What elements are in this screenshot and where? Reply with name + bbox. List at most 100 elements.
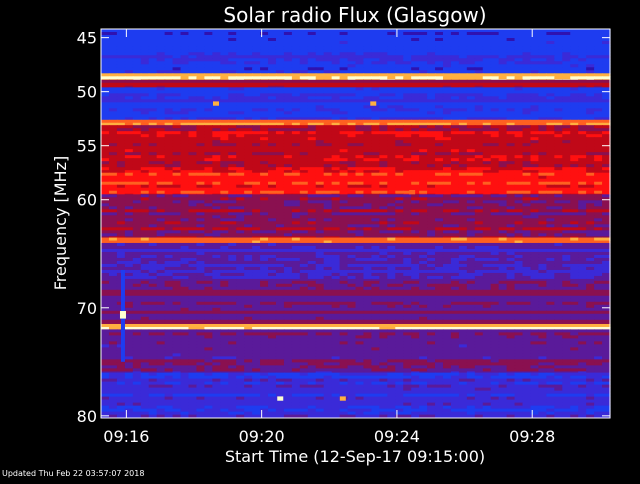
heatmap-cell xyxy=(260,120,269,123)
heatmap-cell xyxy=(204,52,213,55)
heatmap-cell xyxy=(570,111,579,114)
heatmap-cell xyxy=(363,114,372,117)
heatmap-cell xyxy=(212,170,221,173)
heatmap-cell xyxy=(507,194,516,197)
heatmap-cell xyxy=(348,123,357,126)
heatmap-cell xyxy=(292,46,301,49)
heatmap-cell xyxy=(101,200,110,203)
heatmap-cell xyxy=(149,209,158,212)
heatmap-cell xyxy=(149,188,158,191)
heatmap-cell xyxy=(196,161,205,164)
heatmap-cell xyxy=(141,123,150,126)
heatmap-cell xyxy=(125,49,134,52)
heatmap-cell xyxy=(530,105,539,108)
heatmap-cell xyxy=(348,49,357,52)
heatmap-cell xyxy=(554,114,563,117)
heatmap-cell xyxy=(220,93,229,96)
heatmap-cell xyxy=(459,212,468,215)
heatmap-cell xyxy=(578,209,587,212)
heatmap-cell xyxy=(427,87,436,90)
heatmap-cell xyxy=(523,212,532,215)
heatmap-cell xyxy=(204,134,213,137)
heatmap-cell xyxy=(348,35,357,38)
heatmap-cell xyxy=(348,155,357,158)
heatmap-cell xyxy=(546,140,555,143)
heatmap-cell xyxy=(594,102,603,105)
heatmap-cell xyxy=(507,197,516,200)
heatmap-cell xyxy=(499,55,508,58)
heatmap-cell xyxy=(348,128,357,131)
heatmap-cell xyxy=(196,120,205,123)
heatmap-cell xyxy=(316,227,325,230)
heatmap-cell xyxy=(538,200,547,203)
heatmap-cell xyxy=(483,218,492,221)
heatmap-cell xyxy=(467,143,476,146)
heatmap-cell xyxy=(316,73,325,76)
heatmap-cell xyxy=(220,55,229,58)
heatmap-cell xyxy=(515,212,524,215)
heatmap-cell xyxy=(499,191,508,194)
heatmap-cell xyxy=(284,176,293,179)
heatmap-cell xyxy=(348,230,357,233)
heatmap-cell xyxy=(133,152,142,155)
heatmap-cell xyxy=(475,238,484,241)
heatmap-cell xyxy=(363,67,372,70)
heatmap-cell xyxy=(451,102,460,105)
heatmap-cell xyxy=(459,96,468,99)
heatmap-cell xyxy=(356,167,365,170)
heatmap-cell xyxy=(443,52,452,55)
heatmap-cell xyxy=(141,93,150,96)
heatmap-cell xyxy=(284,152,293,155)
heatmap-cell xyxy=(546,134,555,137)
heatmap-cell xyxy=(411,67,420,70)
heatmap-cell xyxy=(252,120,261,123)
heatmap-cell xyxy=(499,212,508,215)
heatmap-cell xyxy=(356,212,365,215)
heatmap-cell xyxy=(411,90,420,93)
heatmap-cell xyxy=(268,167,277,170)
heatmap-cell xyxy=(419,29,428,32)
heatmap-cell xyxy=(228,83,237,86)
heatmap-cell xyxy=(141,188,150,191)
heatmap-cell xyxy=(157,58,166,61)
heatmap-cell xyxy=(356,215,365,218)
heatmap-cell xyxy=(181,179,190,182)
heatmap-cell xyxy=(363,188,372,191)
heatmap-cell xyxy=(316,105,325,108)
heatmap-cell xyxy=(538,158,547,161)
heatmap-cell xyxy=(204,96,213,99)
heatmap-cell xyxy=(475,209,484,212)
heatmap-cell xyxy=(276,61,285,64)
heatmap-cell xyxy=(554,243,563,246)
heatmap-cell xyxy=(220,52,229,55)
heatmap-cell xyxy=(157,218,166,221)
heatmap-cell xyxy=(411,125,420,128)
heatmap-cell xyxy=(562,29,571,32)
heatmap-cell xyxy=(292,137,301,140)
heatmap-cell xyxy=(499,90,508,93)
heatmap-cell xyxy=(165,212,174,215)
heatmap-cell xyxy=(379,38,388,41)
heatmap-cell xyxy=(196,80,205,83)
heatmap-cell xyxy=(157,41,166,44)
heatmap-cell xyxy=(260,108,269,111)
heatmap-cell xyxy=(340,206,349,209)
heatmap-cell xyxy=(507,212,516,215)
heatmap-cell xyxy=(292,164,301,167)
heatmap-cell xyxy=(228,170,237,173)
heatmap-cell xyxy=(515,185,524,188)
heatmap-cell xyxy=(308,55,317,58)
heatmap-cell xyxy=(578,46,587,49)
heatmap-cell xyxy=(562,83,571,86)
heatmap-cell xyxy=(204,188,213,191)
heatmap-cell xyxy=(483,55,492,58)
heatmap-cell xyxy=(387,224,396,227)
heatmap-cell xyxy=(204,70,213,73)
heatmap-cell xyxy=(348,209,357,212)
heatmap-cell xyxy=(324,73,333,76)
heatmap-cell xyxy=(157,108,166,111)
heatmap-cell xyxy=(538,61,547,64)
heatmap-cell xyxy=(157,155,166,158)
heatmap-cell xyxy=(149,155,158,158)
heatmap-cell xyxy=(181,46,190,49)
